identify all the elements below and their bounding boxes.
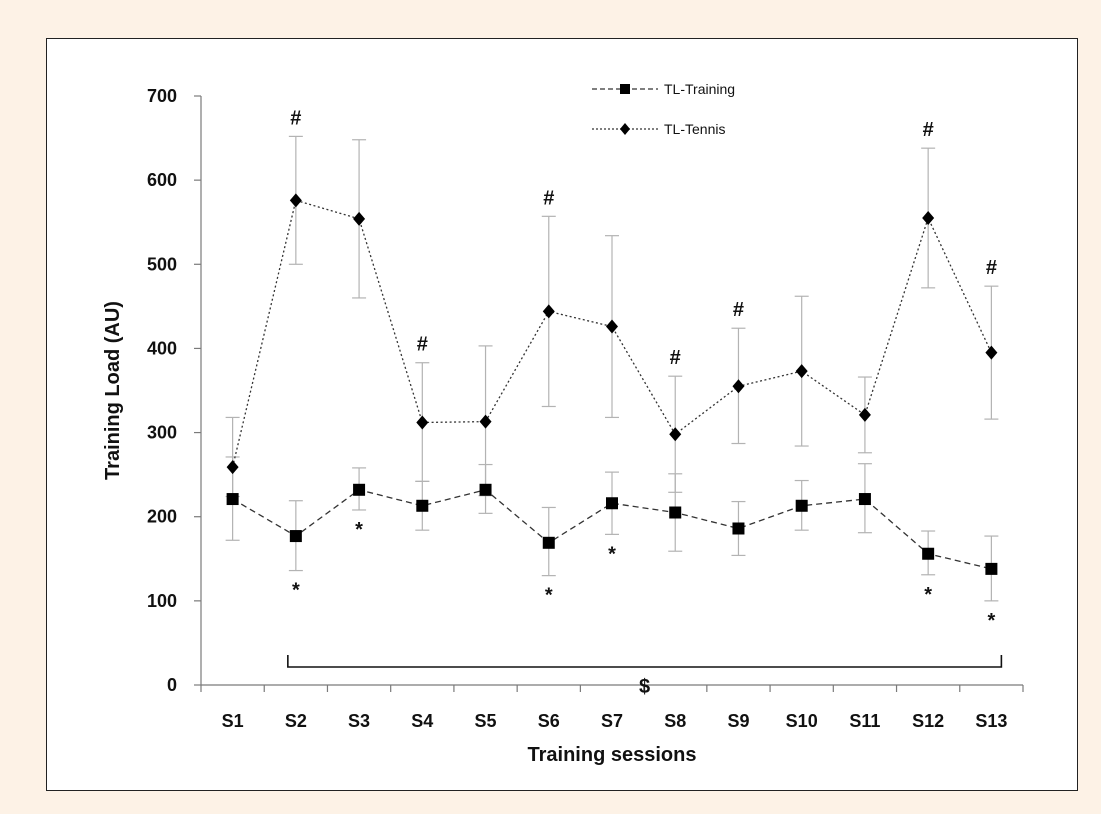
- bracket-label: $: [639, 676, 650, 698]
- tl-training-point: [226, 493, 239, 506]
- y-tick-label: 200: [147, 507, 177, 527]
- tl-tennis-point: [606, 319, 618, 334]
- x-axis-title: Training sessions: [528, 744, 697, 766]
- legend-marker-tl-training: [620, 84, 630, 94]
- x-tick-label: S7: [601, 711, 623, 731]
- star-marker: *: [545, 585, 553, 607]
- x-tick-label: S3: [348, 711, 370, 731]
- y-tick-label: 0: [167, 675, 177, 695]
- y-tick-label: 700: [147, 86, 177, 106]
- x-axis: S1 S2 S3 S4 S5 S6 S7 S8 S9 S10 S11 S12 S13: [200, 684, 1024, 731]
- tl-training-point: [985, 562, 998, 575]
- tl-tennis-point: [858, 407, 871, 422]
- tl-tennis-point: [542, 304, 555, 319]
- tl-training-point: [606, 497, 618, 510]
- tl-tennis-point: [732, 379, 745, 394]
- x-tick-label: S13: [975, 711, 1007, 731]
- x-tick-label: S2: [285, 711, 307, 731]
- tl-training-point: [858, 493, 871, 506]
- hash-marker: #: [290, 107, 301, 129]
- x-tick-label: S4: [411, 711, 433, 731]
- tl-tennis-point: [416, 415, 429, 430]
- legend-label-tl-tennis: TL-Tennis: [664, 121, 725, 137]
- y-tick-label: 100: [147, 591, 177, 611]
- significance-annotations: # # # # # # # * * * * * * $: [287, 107, 1003, 698]
- x-tick-label: S12: [912, 711, 944, 731]
- hash-marker: #: [543, 187, 554, 209]
- tl-tennis-point: [479, 414, 492, 429]
- tl-tennis-point: [289, 193, 302, 208]
- legend-label-tl-training: TL-Training: [664, 81, 735, 97]
- tl-training-point: [542, 536, 555, 549]
- series-markers: [226, 193, 998, 575]
- x-tick-label: S6: [538, 711, 560, 731]
- tl-training-point: [289, 530, 302, 543]
- tl-training-point: [922, 547, 935, 560]
- tl-tennis-point: [226, 460, 239, 475]
- tl-tennis-point: [795, 364, 808, 379]
- hash-marker: #: [986, 257, 997, 279]
- significance-bracket: [287, 655, 1003, 668]
- y-tick-label: 300: [147, 423, 177, 443]
- y-axis-title: Training Load (AU): [102, 301, 124, 480]
- x-tick-label: S9: [727, 711, 749, 731]
- tl-tennis-point: [353, 211, 366, 226]
- chart-frame: 0 100 200 300 400 500 600 700 S1 S2 S3 S4 S5 S6 S7 S8 S…: [46, 38, 1078, 791]
- y-tick-label: 400: [147, 338, 177, 358]
- legend-marker-tl-tennis: [620, 123, 630, 135]
- error-bars: [225, 135, 999, 602]
- hash-marker: #: [670, 347, 681, 369]
- x-tick-label: S10: [786, 711, 818, 731]
- star-marker: *: [608, 543, 616, 565]
- tl-tennis-point: [985, 345, 998, 360]
- star-marker: *: [355, 519, 363, 541]
- y-tick-label: 600: [147, 170, 177, 190]
- legend: TL-Training TL-Tennis: [592, 81, 735, 137]
- hash-marker: #: [733, 299, 744, 321]
- tl-training-point: [732, 522, 745, 535]
- tl-training-point: [416, 499, 429, 512]
- tl-training-point: [795, 499, 808, 512]
- tl-training-point: [669, 506, 682, 519]
- x-tick-label: S8: [664, 711, 686, 731]
- star-marker: *: [987, 610, 995, 632]
- hash-marker: #: [923, 119, 934, 141]
- tl-tennis-point: [922, 211, 935, 226]
- star-marker: *: [924, 584, 932, 606]
- y-axis: 0 100 200 300 400 500 600 700: [147, 86, 202, 695]
- x-tick-label: S1: [222, 711, 244, 731]
- x-tick-label: S11: [849, 711, 880, 731]
- x-tick-label: S5: [475, 711, 497, 731]
- tl-training-point: [353, 483, 366, 496]
- hash-marker: #: [417, 334, 428, 356]
- tl-tennis-point: [669, 427, 682, 442]
- star-marker: *: [292, 580, 300, 602]
- y-tick-label: 500: [147, 254, 177, 274]
- tl-training-point: [479, 483, 492, 496]
